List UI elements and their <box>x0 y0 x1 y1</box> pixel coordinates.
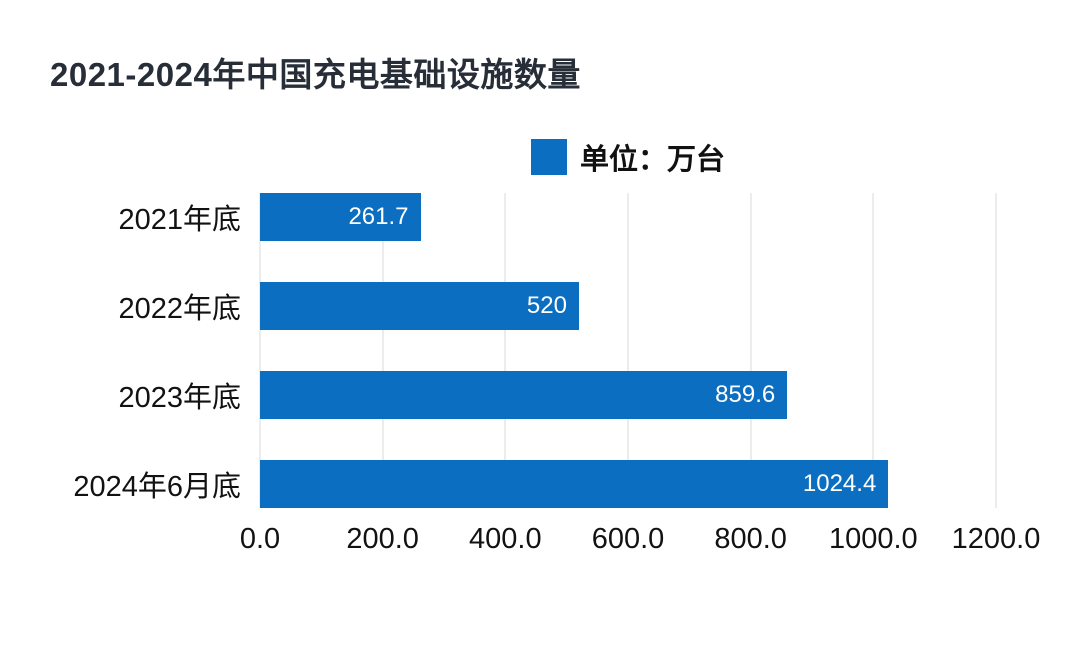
category-label: 2022年底 <box>118 292 241 325</box>
x-axis-tick-label: 1200.0 <box>951 522 1041 555</box>
chart-title: 2021-2024年中国充电基础设施数量 <box>50 56 581 93</box>
gridline <box>750 192 752 508</box>
bar-value-label: 261.7 <box>348 202 409 230</box>
gridline <box>382 192 384 508</box>
bar: 520 <box>260 281 579 330</box>
x-axis-tick-label: 0.0 <box>239 522 281 555</box>
bar: 859.6 <box>260 370 788 419</box>
legend: 单位：万台 <box>260 138 996 176</box>
bar-value-label: 1024.4 <box>802 469 877 497</box>
bar-track: 1024.4 <box>260 459 996 508</box>
x-axis-tick-label: 800.0 <box>714 522 787 555</box>
gridline <box>627 192 629 508</box>
x-axis-tick-label: 600.0 <box>591 522 665 555</box>
bar: 261.7 <box>260 192 421 241</box>
x-axis-tick-label: 400.0 <box>469 522 542 555</box>
bar-value-label: 859.6 <box>715 380 776 408</box>
gridline <box>995 192 997 508</box>
category-label: 2021年底 <box>118 203 241 236</box>
legend-label: 单位：万台 <box>579 143 725 176</box>
plot-area: 2021年底 261.7 2022年底 520 2023年底 859.6 2024年6月底 1… <box>50 192 997 508</box>
category-label: 2023年底 <box>118 381 241 414</box>
bar: 1024.4 <box>260 459 889 508</box>
bar-track: 859.6 <box>260 370 996 419</box>
bar-row: 2022年底 520 <box>50 281 996 330</box>
x-axis-tick-label: 200.0 <box>346 522 419 555</box>
bar-row: 2021年底 261.7 <box>50 192 996 241</box>
gridline <box>259 192 261 508</box>
bar-row: 2024年6月底 1024.4 <box>50 459 996 508</box>
x-axis-tick-label: 1000.0 <box>828 522 918 555</box>
bar-track: 261.7 <box>260 192 996 241</box>
category-label: 2024年6月底 <box>73 470 241 503</box>
bar-value-label: 520 <box>526 291 567 319</box>
x-axis: 0.0 200.0 400.0 600.0 800.0 1000.0 1200.0 <box>240 522 1041 559</box>
gridline <box>504 192 506 508</box>
bar-row: 2023年底 859.6 <box>50 370 996 419</box>
bar-track: 520 <box>260 281 996 330</box>
gridlines <box>259 192 997 508</box>
bar-rows: 2021年底 261.7 2022年底 520 2023年底 859.6 2024年6月底 1… <box>50 192 996 508</box>
gridline <box>872 192 874 508</box>
legend-swatch-icon <box>530 138 567 175</box>
chart-canvas: 2021-2024年中国充电基础设施数量 单位：万台 2021年底 261.7 20… <box>0 56 1080 663</box>
